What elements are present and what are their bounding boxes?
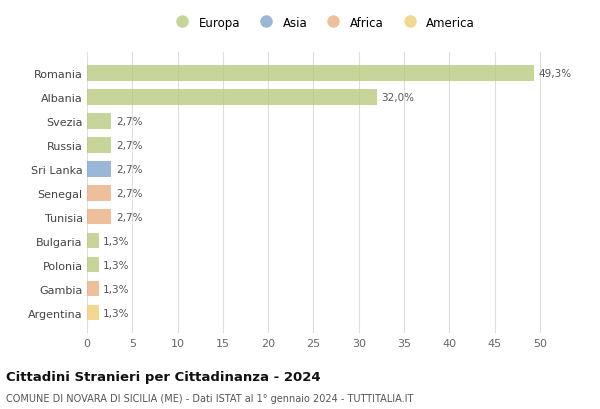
Bar	[87, 90, 377, 106]
Bar	[87, 257, 99, 273]
Text: 49,3%: 49,3%	[538, 69, 571, 79]
Bar	[87, 185, 112, 201]
Text: Cittadini Stranieri per Cittadinanza - 2024: Cittadini Stranieri per Cittadinanza - 2…	[6, 370, 320, 383]
Text: 2,7%: 2,7%	[116, 117, 142, 126]
Text: 1,3%: 1,3%	[103, 260, 130, 270]
Text: COMUNE DI NOVARA DI SICILIA (ME) - Dati ISTAT al 1° gennaio 2024 - TUTTITALIA.IT: COMUNE DI NOVARA DI SICILIA (ME) - Dati …	[6, 393, 413, 403]
Text: 1,3%: 1,3%	[103, 284, 130, 294]
Bar	[87, 305, 99, 321]
Bar	[87, 281, 99, 297]
Bar	[87, 138, 112, 153]
Text: 2,7%: 2,7%	[116, 188, 142, 198]
Legend: Europa, Asia, Africa, America: Europa, Asia, Africa, America	[168, 14, 477, 32]
Bar	[87, 162, 112, 177]
Bar	[87, 233, 99, 249]
Bar	[87, 209, 112, 225]
Text: 2,7%: 2,7%	[116, 212, 142, 222]
Bar	[87, 114, 112, 129]
Text: 32,0%: 32,0%	[382, 92, 415, 103]
Text: 1,3%: 1,3%	[103, 308, 130, 318]
Text: 2,7%: 2,7%	[116, 140, 142, 151]
Bar	[87, 66, 533, 81]
Text: 2,7%: 2,7%	[116, 164, 142, 174]
Text: 1,3%: 1,3%	[103, 236, 130, 246]
